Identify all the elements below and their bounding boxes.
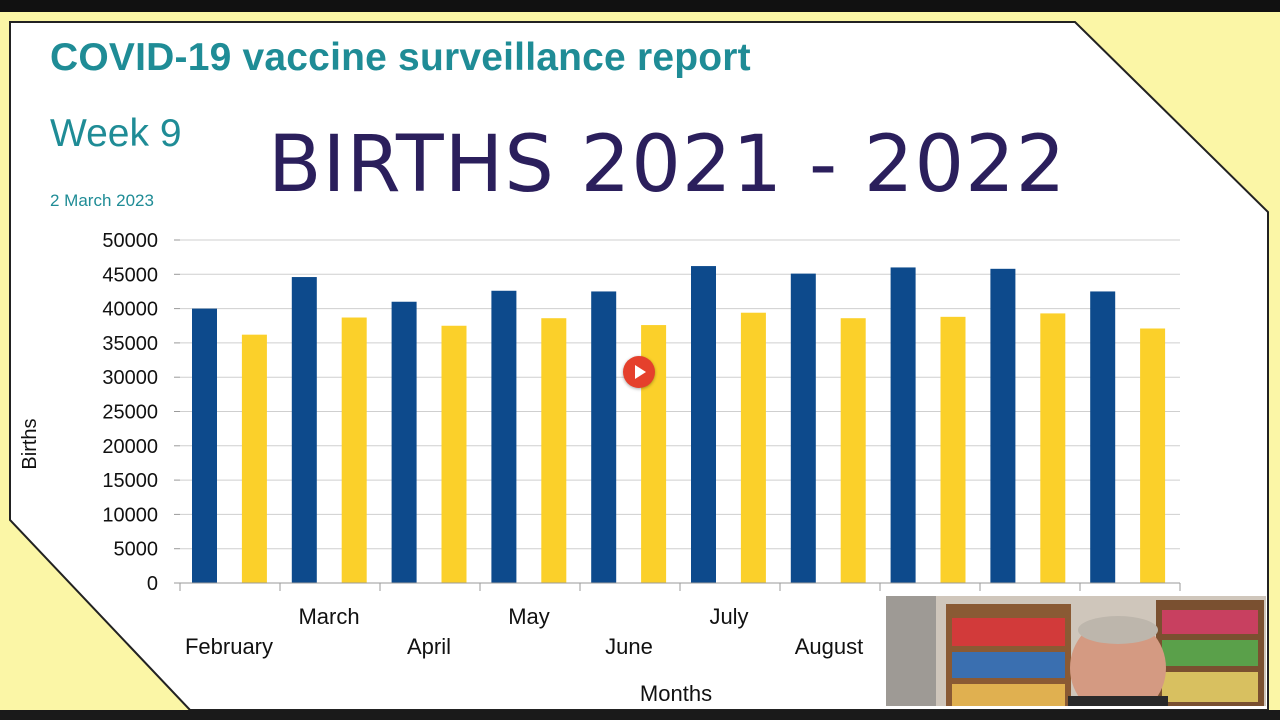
- y-tick-label: 50000: [102, 230, 158, 252]
- y-tick-label: 25000: [102, 402, 158, 424]
- x-category-label: August: [795, 634, 864, 659]
- week-label: Week 9: [50, 112, 182, 155]
- bar-series-1: [1090, 291, 1116, 583]
- bar-series-1: [790, 273, 816, 583]
- bar-series-2: [341, 317, 367, 583]
- x-category-label: July: [709, 604, 748, 629]
- x-category-label: May: [508, 604, 550, 629]
- chart-gridlines: [180, 239, 1180, 584]
- play-icon: [635, 365, 646, 379]
- y-tick-label: 40000: [102, 299, 158, 321]
- births-heading: BIRTHS 2021 - 2022: [268, 120, 1067, 210]
- y-tick-label: 5000: [114, 539, 159, 561]
- y-tick-label: 15000: [102, 470, 158, 492]
- y-tick-label: 30000: [102, 367, 158, 389]
- report-date: 2 March 2023: [50, 191, 154, 210]
- bar-series-1: [591, 291, 617, 583]
- webcam-scene: [886, 596, 1266, 706]
- y-tick-label: 20000: [102, 436, 158, 458]
- bar-series-2: [441, 325, 467, 583]
- top-letterbox-bar: [0, 0, 1280, 12]
- bar-series-1: [291, 277, 317, 583]
- bar-series-1: [192, 308, 217, 583]
- bar-series-2: [241, 334, 267, 583]
- bar-series-1: [691, 266, 716, 583]
- bar-series-2: [541, 318, 567, 583]
- y-axis-label: Births: [19, 418, 41, 469]
- y-tick-label: 10000: [102, 504, 158, 526]
- x-category-label: February: [185, 634, 273, 659]
- bar-series-1: [990, 268, 1016, 583]
- chart-bars: [192, 266, 1166, 583]
- x-axis-label: Months: [640, 681, 712, 706]
- video-play-button[interactable]: [623, 356, 655, 388]
- bar-series-1: [890, 267, 916, 583]
- bar-series-1: [391, 301, 417, 583]
- y-tick-label: 45000: [102, 264, 158, 286]
- bar-series-2: [940, 316, 966, 583]
- bar-series-1: [491, 290, 517, 583]
- bottom-letterbox-bar: [0, 710, 1280, 720]
- x-category-label: April: [407, 634, 451, 659]
- bar-series-2: [840, 318, 866, 583]
- y-tick-label: 35000: [102, 333, 158, 355]
- bar-series-2: [1040, 313, 1066, 583]
- bar-series-2: [740, 312, 766, 583]
- webcam-overlay: [886, 596, 1266, 706]
- x-category-label: March: [298, 604, 359, 629]
- y-tick-label: 0: [147, 573, 158, 595]
- x-category-label: June: [605, 634, 653, 659]
- bar-series-2: [1140, 328, 1166, 583]
- report-title: COVID-19 vaccine surveillance report: [50, 36, 751, 79]
